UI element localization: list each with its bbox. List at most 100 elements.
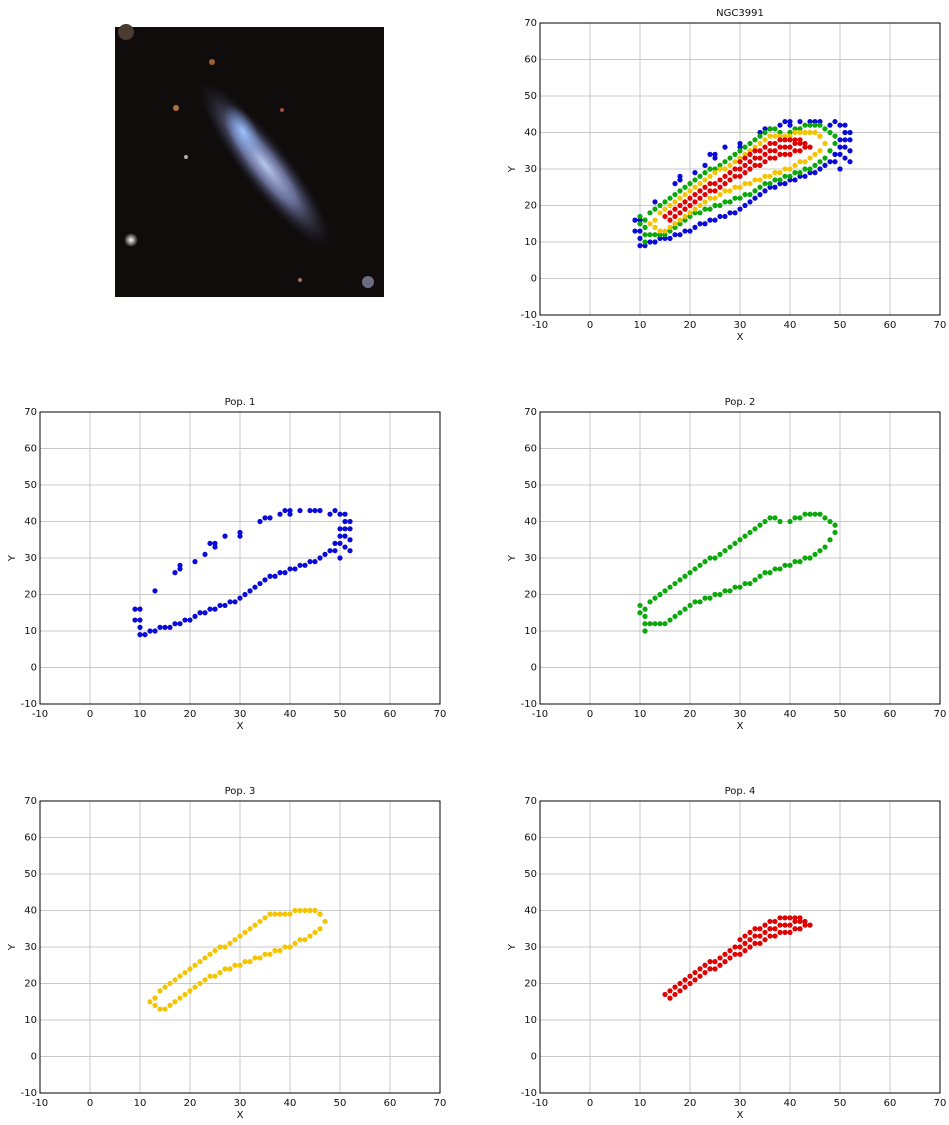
point <box>752 195 758 201</box>
point <box>792 140 798 147</box>
point <box>727 155 733 161</box>
point <box>757 129 763 136</box>
point <box>807 144 813 150</box>
point <box>137 617 143 623</box>
point <box>232 962 238 968</box>
point <box>652 595 658 601</box>
point <box>797 140 803 147</box>
point <box>282 507 288 514</box>
point <box>807 155 813 161</box>
y-tick-label: 70 <box>24 407 37 418</box>
point <box>312 559 318 565</box>
point <box>212 544 218 550</box>
point <box>692 191 698 198</box>
point <box>712 195 718 201</box>
point <box>752 177 758 183</box>
point <box>737 584 743 590</box>
point <box>642 224 648 230</box>
point <box>847 148 853 154</box>
point <box>337 526 343 532</box>
point <box>202 955 208 961</box>
point <box>707 188 713 194</box>
point <box>182 991 188 998</box>
point <box>767 148 773 154</box>
point <box>322 551 328 557</box>
point <box>817 122 823 128</box>
point <box>787 122 793 128</box>
point <box>762 929 768 936</box>
point <box>747 181 753 187</box>
point <box>792 915 798 921</box>
point <box>677 195 683 201</box>
point <box>647 210 653 216</box>
point <box>707 151 713 157</box>
point <box>837 144 843 150</box>
chart-title: Pop. 4 <box>725 786 756 797</box>
point <box>262 577 268 583</box>
point <box>277 948 283 954</box>
point <box>737 937 743 943</box>
point <box>797 159 803 165</box>
point <box>682 199 688 205</box>
point <box>672 984 678 990</box>
point <box>282 944 288 950</box>
point <box>757 573 763 579</box>
point <box>682 206 688 212</box>
x-tick-label: 50 <box>834 320 847 331</box>
point <box>672 991 678 998</box>
point <box>297 562 303 568</box>
point <box>152 588 158 594</box>
x-tick-label: 50 <box>334 1098 347 1109</box>
point <box>822 162 828 168</box>
y-tick-label: 70 <box>524 18 537 29</box>
point <box>722 548 728 554</box>
x-tick-label: 20 <box>684 320 697 331</box>
point <box>737 166 743 172</box>
point <box>747 944 753 950</box>
point <box>637 221 643 227</box>
point <box>677 577 683 583</box>
point <box>777 170 783 176</box>
point <box>162 984 168 990</box>
point <box>202 977 208 983</box>
point <box>767 126 773 132</box>
point <box>757 155 763 161</box>
point <box>782 166 788 172</box>
point <box>692 599 698 605</box>
point <box>637 610 643 616</box>
point <box>247 926 253 932</box>
point <box>342 526 348 532</box>
point <box>257 955 263 961</box>
point <box>322 918 328 925</box>
y-tick-label: -10 <box>521 699 537 710</box>
galaxy-image <box>115 24 384 297</box>
point <box>747 148 753 154</box>
y-tick-label: 40 <box>524 517 537 528</box>
point <box>317 926 323 932</box>
point <box>242 959 248 965</box>
point <box>777 922 783 928</box>
point <box>812 151 818 157</box>
point <box>687 210 693 216</box>
x-tick-label: 40 <box>784 320 797 331</box>
point <box>827 159 833 165</box>
x-tick-label: 50 <box>334 709 347 720</box>
point <box>737 159 743 165</box>
point <box>677 221 683 227</box>
chart-title: Pop. 3 <box>225 786 256 797</box>
point <box>762 129 768 136</box>
y-tick-label: 10 <box>524 626 537 637</box>
point <box>802 511 808 517</box>
point <box>847 137 853 143</box>
point <box>662 228 668 234</box>
point <box>652 217 658 223</box>
point <box>792 162 798 168</box>
point <box>697 973 703 979</box>
point <box>767 155 773 161</box>
point <box>287 911 293 917</box>
point <box>717 551 723 557</box>
point <box>252 955 258 961</box>
point <box>687 202 693 209</box>
point <box>702 206 708 212</box>
point <box>152 628 158 634</box>
